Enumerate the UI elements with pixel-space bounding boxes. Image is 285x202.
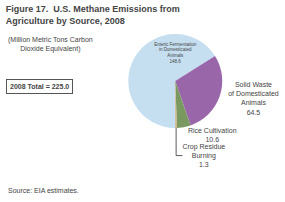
svg-text:2008 Total = 225.0: 2008 Total = 225.0 [10,83,69,90]
svg-text:Crop ResidueBurning1.3: Crop ResidueBurning1.3 [182,143,225,168]
svg-text:(Million Metric Tons CarbonDio: (Million Metric Tons CarbonDioxide Equiv… [8,36,93,53]
svg-text:Solid Wasteof DomesticatedAnim: Solid Wasteof DomesticatedAnimals64.5 [228,81,279,115]
svg-text:Source: EIA estimates.: Source: EIA estimates. [8,187,79,194]
svg-text:Enteric Fermentationin Domesti: Enteric Fermentationin DomesticatedAnima… [154,42,196,65]
svg-text:Figure 17. U.S. Methane Emiss: Figure 17. U.S. Methane Emissions fromAg… [6,4,180,26]
svg-text:Rice Cultivation10.6: Rice Cultivation10.6 [188,127,237,143]
